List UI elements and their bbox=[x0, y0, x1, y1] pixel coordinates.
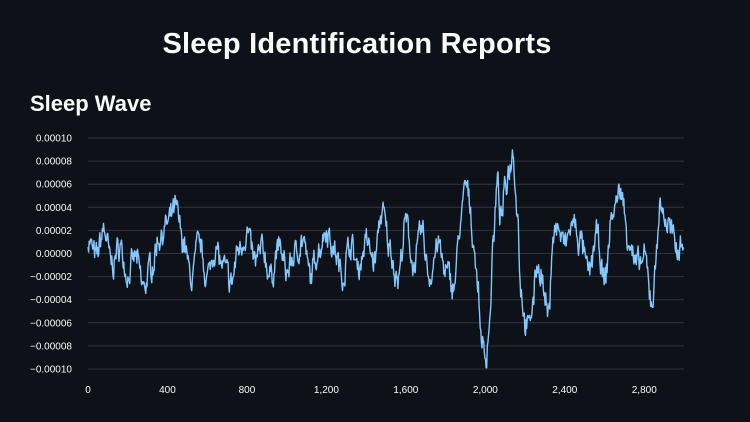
sleep-wave-series-line[interactable] bbox=[87, 149, 685, 369]
x-tick-label: 800 bbox=[239, 385, 256, 396]
x-tick-label: 400 bbox=[159, 385, 176, 396]
y-tick-label: 0.00002 bbox=[36, 226, 73, 237]
y-tick-label: −0.00004 bbox=[30, 295, 72, 306]
section-title: Sleep Wave bbox=[30, 91, 152, 116]
x-tick-label: 2,000 bbox=[473, 385, 498, 396]
y-tick-label: 0.00006 bbox=[36, 180, 73, 191]
x-tick-label: 1,200 bbox=[314, 385, 339, 396]
x-tick-label: 2,800 bbox=[632, 385, 657, 396]
x-tick-label: 1,600 bbox=[393, 385, 418, 396]
y-tick-label: −0.00010 bbox=[30, 365, 72, 376]
y-tick-label: −0.00002 bbox=[30, 272, 72, 283]
page-title: Sleep Identification Reports bbox=[162, 28, 552, 60]
y-tick-label: −0.00006 bbox=[30, 318, 72, 329]
y-axis-tick-labels: 0.00010 0.00008 0.00006 0.00004 0.00002 0.000… bbox=[30, 134, 72, 376]
y-tick-label: 0.00008 bbox=[36, 157, 73, 168]
y-tick-label: 0.00004 bbox=[36, 203, 73, 214]
y-tick-label: 0.00010 bbox=[36, 134, 73, 145]
y-tick-label: 0.00000 bbox=[36, 249, 73, 260]
grid-lines bbox=[88, 137, 684, 370]
x-axis-tick-labels: 0 400 800 1,200 1,600 2,000 2,400 2,800 bbox=[85, 385, 657, 396]
x-tick-label: 2,400 bbox=[552, 385, 577, 396]
x-tick-label: 0 bbox=[85, 385, 91, 396]
y-tick-label: −0.00008 bbox=[30, 341, 72, 352]
